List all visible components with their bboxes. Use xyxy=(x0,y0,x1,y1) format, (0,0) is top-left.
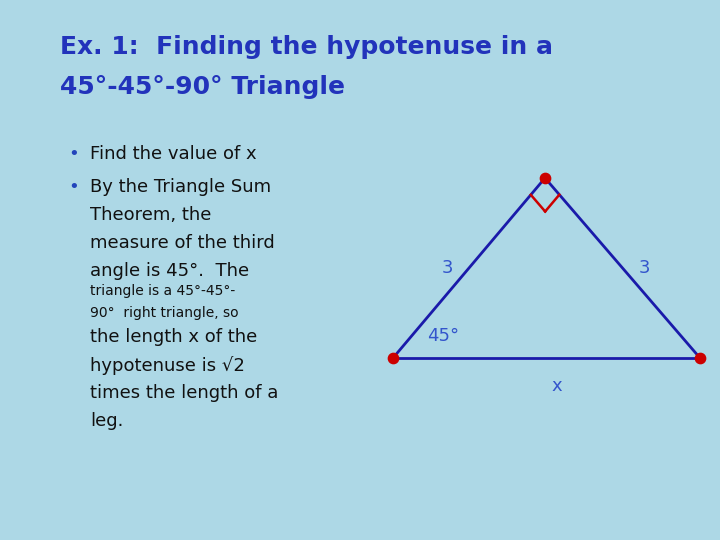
Text: times the length of a: times the length of a xyxy=(90,384,279,402)
Text: •: • xyxy=(68,145,78,163)
Text: 3: 3 xyxy=(441,259,453,277)
Text: angle is 45°.  The: angle is 45°. The xyxy=(90,262,249,280)
Text: Find the value of x: Find the value of x xyxy=(90,145,256,163)
Text: triangle is a 45°-45°-: triangle is a 45°-45°- xyxy=(90,284,235,298)
Text: 45°: 45° xyxy=(427,327,459,345)
Point xyxy=(539,174,551,183)
Text: 45°-45°-90° Triangle: 45°-45°-90° Triangle xyxy=(60,75,345,99)
Text: 3: 3 xyxy=(639,259,650,277)
Text: 90°  right triangle, so: 90° right triangle, so xyxy=(90,306,238,320)
Text: hypotenuse is √2: hypotenuse is √2 xyxy=(90,356,245,375)
Text: the length x of the: the length x of the xyxy=(90,328,257,346)
Text: By the Triangle Sum: By the Triangle Sum xyxy=(90,178,271,196)
Text: x: x xyxy=(552,377,562,395)
Text: Ex. 1:  Finding the hypotenuse in a: Ex. 1: Finding the hypotenuse in a xyxy=(60,35,553,59)
Text: Theorem, the: Theorem, the xyxy=(90,206,212,224)
Text: measure of the third: measure of the third xyxy=(90,234,275,252)
Text: leg.: leg. xyxy=(90,412,123,430)
Point xyxy=(694,354,706,362)
Text: •: • xyxy=(68,178,78,196)
Point xyxy=(387,354,399,362)
